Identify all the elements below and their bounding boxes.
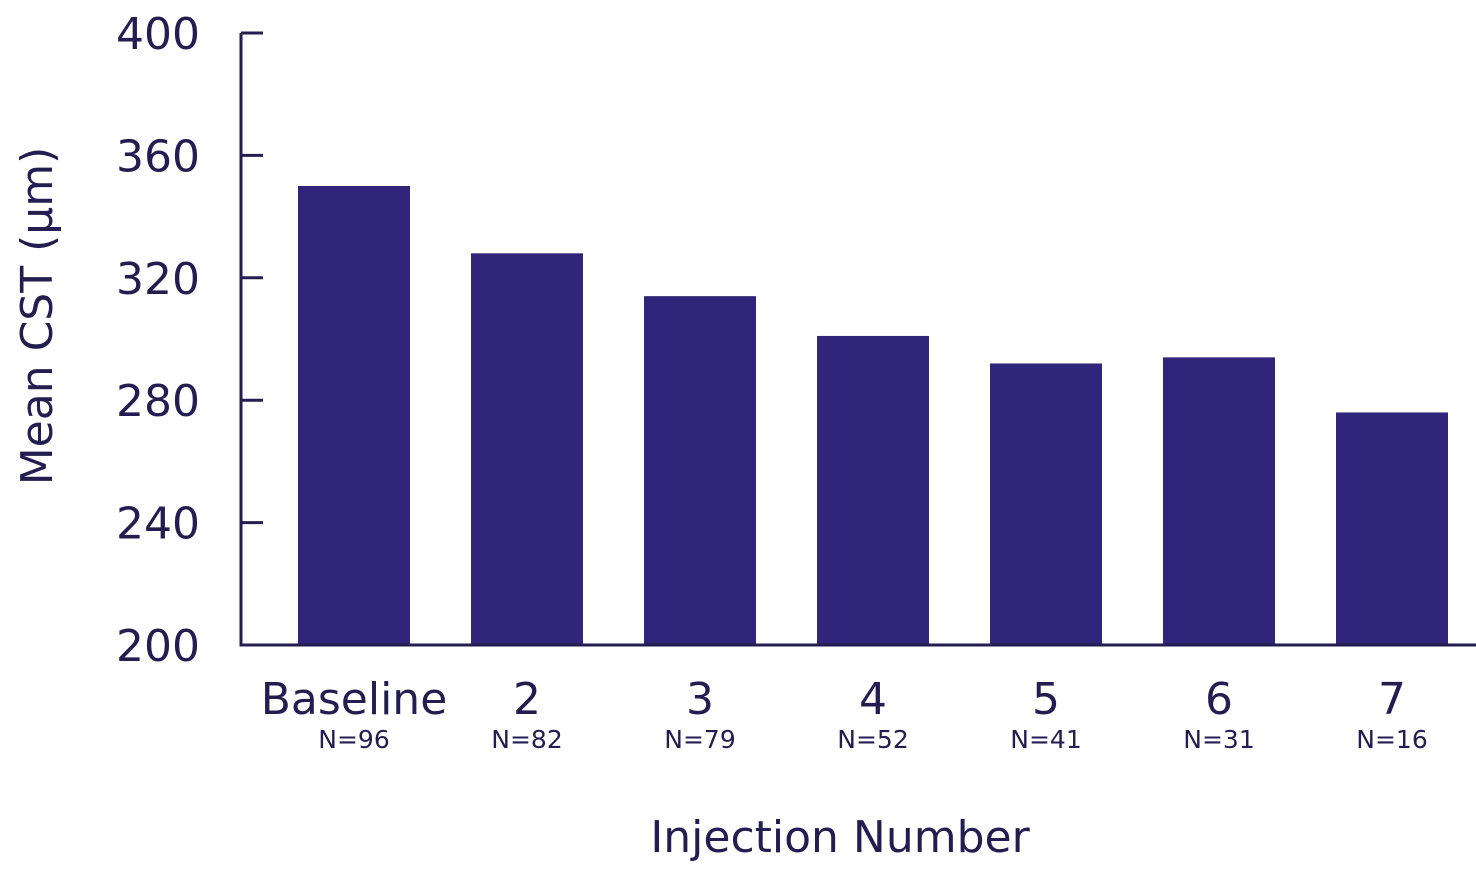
bar-7 [1336,412,1448,645]
x-sample-size-label: N=16 [1356,725,1427,754]
x-category-label: Baseline [261,674,448,725]
x-category-label: 4 [859,674,887,725]
bar-6 [1163,357,1275,645]
bars-layer [298,186,1448,645]
x-category-label: 5 [1032,674,1060,725]
bar-1 [298,186,410,645]
x-sample-size-label: N=41 [1010,725,1081,754]
bar-2 [471,253,583,645]
y-tick-label: 200 [116,621,200,672]
y-tick-label: 240 [116,499,200,550]
bar-5 [990,363,1102,645]
x-sample-size-label: N=82 [491,725,562,754]
x-category-label: 3 [686,674,714,725]
y-axis-title: Mean CST (μm) [12,147,63,486]
bar-3 [644,296,756,645]
x-category-label: 2 [513,674,541,725]
x-sample-size-label: N=52 [837,725,908,754]
x-category-label: 7 [1378,674,1406,725]
x-category-label: 6 [1205,674,1233,725]
x-sample-size-label: N=79 [664,725,735,754]
bar-4 [817,336,929,645]
y-tick-label: 360 [116,131,200,182]
x-sample-size-label: N=31 [1183,725,1254,754]
x-axis-title: Injection Number [650,812,1030,863]
y-tick-label: 400 [116,9,200,60]
x-sample-size-label: N=96 [318,725,389,754]
y-tick-label: 320 [116,254,200,305]
y-tick-label: 280 [116,376,200,427]
